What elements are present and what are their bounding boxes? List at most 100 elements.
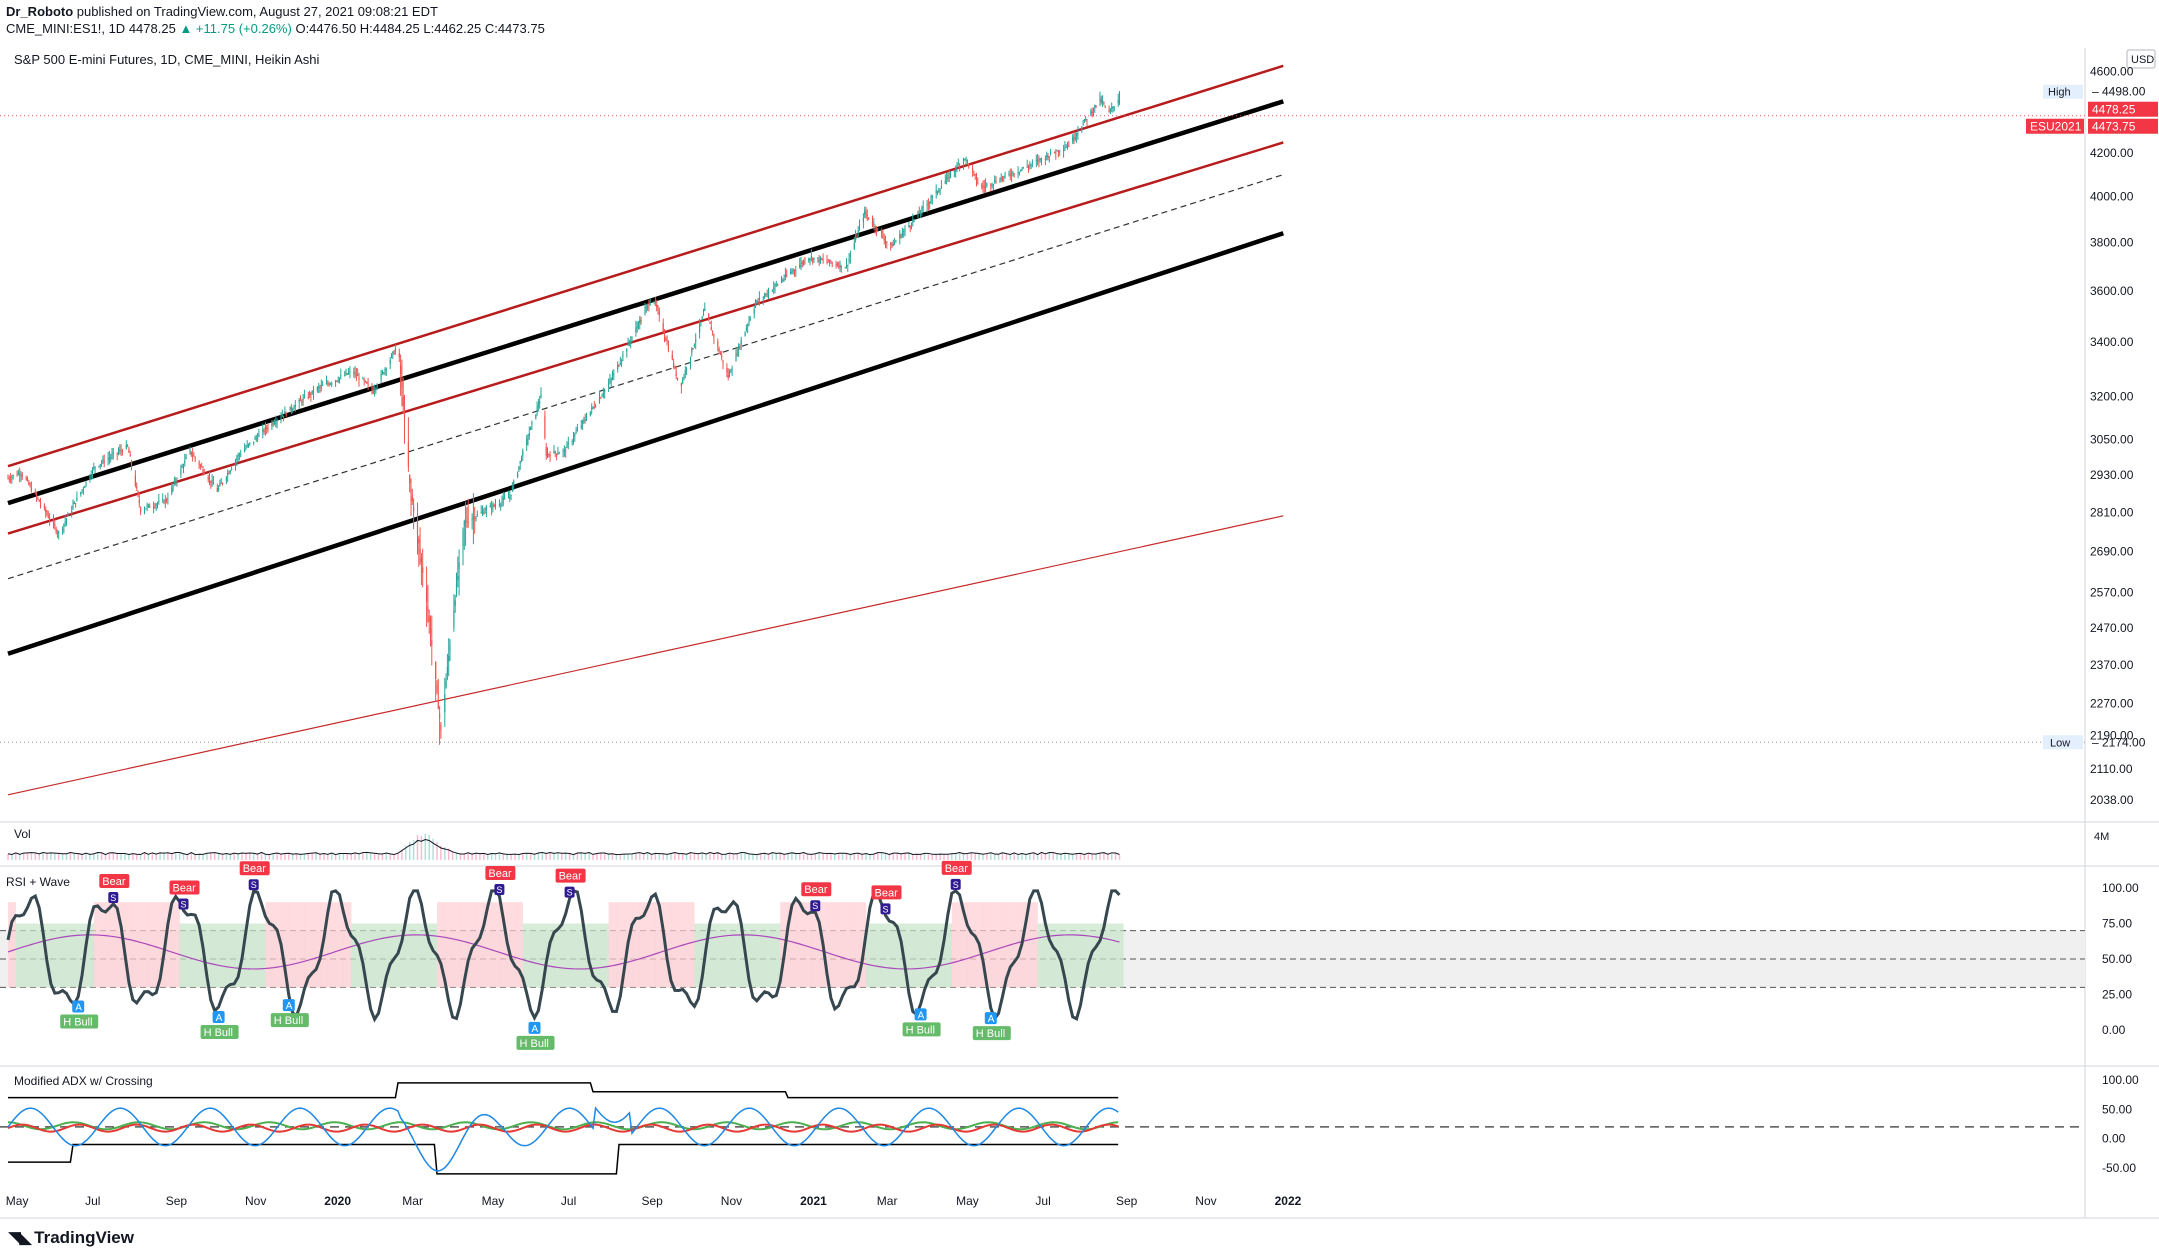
price-change: ▲ +11.75 (+0.26%) bbox=[179, 21, 292, 36]
candle-body bbox=[913, 219, 915, 221]
candle-body bbox=[407, 441, 409, 467]
tradingview-logo-icon: ◥◣ bbox=[8, 1228, 32, 1247]
candle-body bbox=[1073, 137, 1075, 140]
candle-body bbox=[348, 372, 350, 374]
candle-body bbox=[101, 462, 103, 464]
wave-fill bbox=[195, 923, 204, 988]
candle-body bbox=[271, 422, 273, 426]
wave-fill bbox=[109, 902, 118, 988]
candle-body bbox=[1050, 151, 1052, 154]
candle-body bbox=[211, 480, 213, 482]
y-tick-label: 2930.00 bbox=[2090, 468, 2134, 482]
candle-body bbox=[553, 450, 555, 454]
candle-body bbox=[1103, 102, 1105, 105]
a-badge-label: A bbox=[988, 1014, 995, 1025]
candle-body bbox=[557, 453, 559, 455]
candle-body bbox=[935, 190, 937, 194]
candle-body bbox=[956, 165, 958, 168]
wave-fill bbox=[1022, 902, 1030, 988]
wave-line bbox=[6, 888, 1121, 1023]
candle-body bbox=[175, 481, 177, 483]
candle-body bbox=[140, 507, 142, 512]
candle-body bbox=[875, 229, 877, 231]
candle-body bbox=[767, 291, 770, 294]
candle-body bbox=[240, 454, 242, 456]
contract-tag-value: 4473.75 bbox=[2092, 120, 2136, 134]
x-tick-label: Mar bbox=[402, 1194, 423, 1208]
candle-body bbox=[962, 159, 965, 163]
wave-fill bbox=[499, 902, 508, 988]
candle-body bbox=[604, 390, 606, 392]
wave-y-tick: 50.00 bbox=[2102, 952, 2132, 966]
candle-body bbox=[630, 341, 632, 343]
candle-body bbox=[299, 400, 302, 402]
candle-body bbox=[695, 339, 697, 343]
wave-fill bbox=[639, 902, 648, 988]
candle-body bbox=[436, 685, 438, 692]
candle-body bbox=[810, 256, 812, 258]
candle-body bbox=[891, 246, 893, 248]
candle-body bbox=[10, 479, 12, 481]
wave-fill bbox=[39, 923, 48, 988]
wave-fill bbox=[242, 923, 250, 988]
wave-fill bbox=[694, 923, 703, 988]
candle-body bbox=[1094, 104, 1096, 108]
wave-fill bbox=[164, 902, 172, 988]
wave-fill bbox=[156, 902, 165, 988]
wave-fill bbox=[725, 923, 734, 988]
candle-body bbox=[328, 384, 330, 386]
wave-fill bbox=[413, 923, 422, 988]
candle-body bbox=[203, 473, 205, 475]
candle-body bbox=[394, 349, 396, 352]
candle-body bbox=[440, 724, 442, 731]
wave-fill bbox=[359, 923, 367, 988]
candle-body bbox=[409, 474, 411, 484]
candle-body bbox=[793, 270, 796, 272]
wave-y-tick: 100.00 bbox=[2102, 881, 2139, 895]
candle-body bbox=[483, 512, 485, 514]
candle-body bbox=[959, 165, 961, 167]
symbol-name[interactable]: CME_MINI:ES1!, 1D bbox=[6, 21, 126, 36]
wave-fill bbox=[1037, 923, 1046, 988]
candle-body bbox=[718, 348, 720, 352]
candle-body bbox=[38, 499, 40, 502]
wave-fill bbox=[1045, 923, 1054, 988]
candle-body bbox=[639, 319, 641, 324]
candle-body bbox=[1022, 167, 1024, 169]
candle-body bbox=[882, 235, 884, 238]
candle-body bbox=[138, 499, 140, 504]
candle-body bbox=[185, 457, 187, 459]
candle-body bbox=[562, 450, 564, 452]
candle-body bbox=[176, 479, 178, 481]
candle-body bbox=[995, 181, 997, 183]
candle-body bbox=[385, 368, 387, 370]
candle-body bbox=[790, 271, 792, 274]
candle-body bbox=[1076, 134, 1078, 136]
candle-body bbox=[818, 259, 820, 262]
candle-body bbox=[89, 477, 91, 480]
candle-body bbox=[275, 422, 277, 424]
wave-fill bbox=[460, 902, 469, 988]
candle-body bbox=[531, 422, 533, 425]
bear-badge-label: Bear bbox=[559, 871, 583, 883]
wave-fill bbox=[405, 923, 414, 988]
wave-fill bbox=[850, 902, 859, 988]
wave-fill bbox=[1107, 923, 1116, 988]
candle-body bbox=[676, 377, 679, 380]
candle-body bbox=[1109, 110, 1111, 112]
candle-body bbox=[1086, 119, 1088, 121]
candle-body bbox=[964, 159, 966, 161]
candle-body bbox=[81, 489, 83, 491]
candle-body bbox=[571, 440, 573, 443]
wave-fill bbox=[507, 902, 516, 988]
wave-fill bbox=[998, 902, 1007, 988]
candle-body bbox=[812, 258, 814, 261]
candle-body bbox=[1068, 145, 1070, 147]
wave-fill bbox=[31, 923, 40, 988]
candle-body bbox=[273, 423, 276, 425]
candle-body bbox=[918, 212, 920, 214]
author-name[interactable]: Dr_Roboto bbox=[6, 4, 74, 19]
candle-body bbox=[340, 375, 342, 377]
candle-body bbox=[1027, 166, 1030, 168]
